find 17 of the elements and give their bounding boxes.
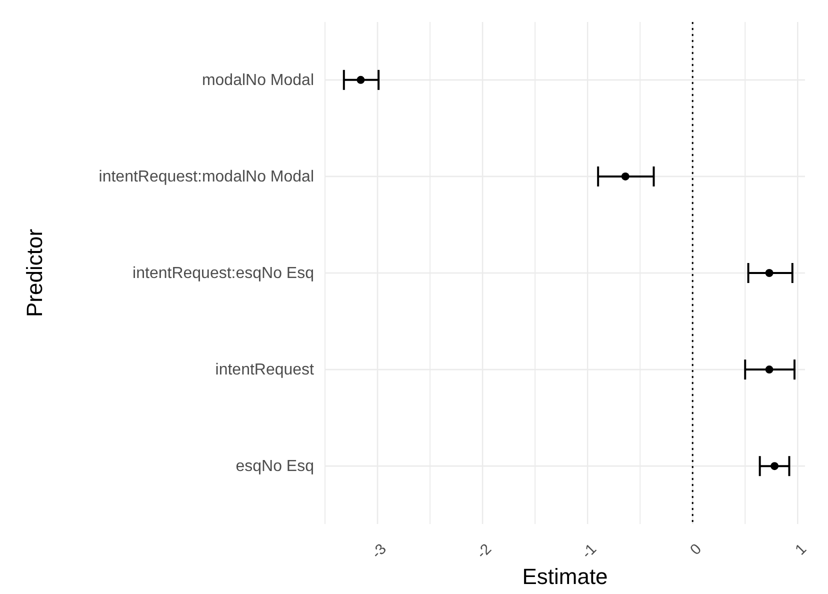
x-axis-title: Estimate	[522, 564, 608, 589]
y-tick-label: intentRequest:modalNo Modal	[98, 168, 314, 186]
y-axis-title: Predictor	[22, 228, 47, 318]
x-tick-label: -2	[473, 540, 495, 562]
point	[770, 462, 779, 470]
x-tick-label: -3	[368, 540, 390, 562]
y-tick-label: intentRequest	[215, 362, 315, 379]
x-tick-label: 0	[687, 540, 705, 559]
x-tick-label: 1	[792, 540, 810, 559]
point	[356, 76, 365, 84]
y-tick-label: modalNo Modal	[202, 72, 314, 90]
point	[765, 269, 774, 277]
point	[621, 172, 630, 180]
y-tick-label: intentRequest:esqNo Esq	[132, 265, 314, 282]
point	[765, 366, 774, 374]
y-tick-label: esqNo Esq	[236, 458, 314, 476]
x-tick-label: -1	[578, 540, 600, 562]
